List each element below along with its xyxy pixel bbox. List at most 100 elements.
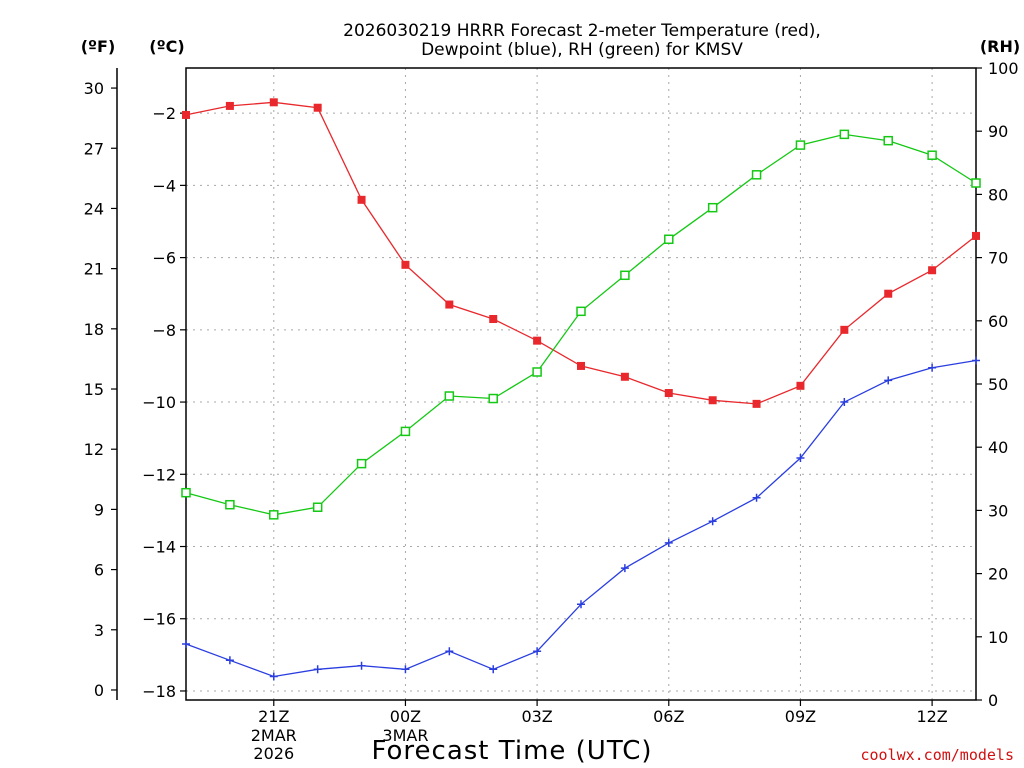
rh-point (356, 458, 367, 469)
fahrenheit-tick-label: 9 (94, 500, 104, 519)
celsius-tick-label: −16 (142, 610, 176, 629)
temperature-point (664, 389, 673, 398)
time-tick-label: 03Z (521, 707, 552, 726)
fahrenheit-tick-label: 12 (84, 440, 104, 459)
celsius-tick-label: −8 (152, 321, 176, 340)
dewpoint-line (185, 359, 977, 678)
temperature-point (796, 381, 805, 390)
time-tick-label: 06Z (653, 707, 684, 726)
time-tick-label: 00Z (390, 707, 421, 726)
dewpoint-point (225, 656, 234, 665)
celsius-tick-label: −10 (142, 393, 176, 412)
rh-point (225, 499, 235, 510)
dewpoint-point (752, 493, 761, 502)
rh-point (795, 140, 806, 150)
dewpoint-point (269, 672, 278, 681)
celsius-tick-label: −6 (152, 249, 176, 268)
series-layer (181, 98, 981, 681)
rh-tick-label: 70 (988, 249, 1008, 268)
rh-point (707, 202, 718, 213)
rh-point (971, 178, 981, 188)
rh-point (312, 502, 323, 512)
temperature-point (972, 231, 980, 240)
dewpoint-point (972, 356, 980, 365)
chart-title-line-2: Dewpoint (blue), RH (green) for KMSV (421, 40, 743, 60)
rh-point (269, 510, 279, 520)
dewpoint-point (489, 665, 498, 674)
rh-tick-label: 0 (988, 691, 998, 710)
temperature-point (269, 98, 278, 107)
dewpoint-series (182, 356, 980, 681)
celsius-tick-label: −18 (142, 682, 176, 701)
dewpoint-point (664, 538, 673, 547)
temperature-point (401, 260, 410, 269)
time-tick-label: 21Z (258, 707, 289, 726)
fahrenheit-tick-label: 27 (84, 139, 104, 158)
dewpoint-point (928, 363, 937, 372)
rh-point (664, 234, 674, 245)
time-tick-label: 09Z (785, 707, 816, 726)
dewpoint-point (533, 647, 542, 656)
rh-point (444, 391, 455, 401)
temperature-point (840, 325, 849, 334)
rh-point (751, 170, 762, 180)
rh-axis: 0 10 20 30 40 50 60 70 80 90 100 (976, 59, 1019, 710)
fahrenheit-unit-label: (ºF) (81, 37, 116, 56)
temperature-line (185, 101, 977, 405)
temperature-point (225, 101, 234, 110)
dewpoint-point (357, 661, 366, 670)
source-credit: coolwx.com/models (860, 746, 1014, 764)
celsius-tick-label: −2 (152, 104, 176, 123)
rh-point (927, 150, 937, 160)
temperature-series (182, 98, 980, 408)
dewpoint-point (401, 665, 410, 674)
celsius-axis: −18 −16 −14 −12 −10 −8 −6 −4 −2 (142, 104, 186, 701)
rh-series (181, 129, 981, 520)
rh-unit-label: (RH) (980, 37, 1020, 56)
temperature-point (489, 314, 498, 323)
temperature-point (708, 396, 717, 405)
temperature-point (620, 372, 629, 381)
rh-tick-label: 90 (988, 122, 1008, 141)
temperature-point (445, 300, 454, 309)
time-tick-date-label: 2026 (253, 744, 294, 763)
temperature-point (577, 361, 585, 370)
dewpoint-point (840, 398, 849, 407)
fahrenheit-tick-label: 0 (94, 681, 104, 700)
chart-title-line-1: 2026030219 HRRR Forecast 2-meter Tempera… (343, 21, 821, 41)
fahrenheit-tick-label: 18 (84, 320, 104, 339)
rh-tick-label: 100 (988, 59, 1019, 78)
temperature-point (533, 336, 542, 345)
fahrenheit-tick-label: 30 (84, 79, 104, 98)
celsius-tick-label: −4 (152, 176, 176, 195)
rh-point (488, 393, 498, 404)
dewpoint-point (620, 564, 629, 573)
rh-point (181, 487, 191, 498)
dewpoint-point (445, 647, 454, 656)
rh-tick-label: 30 (988, 501, 1008, 520)
rh-point (620, 270, 630, 281)
fahrenheit-axis: 0 3 6 9 12 15 18 21 24 27 30 (84, 79, 117, 700)
dewpoint-point (182, 640, 190, 649)
rh-tick-label: 40 (988, 438, 1008, 457)
rh-point (839, 129, 850, 140)
temperature-point (928, 266, 937, 275)
fahrenheit-tick-label: 15 (84, 380, 104, 399)
celsius-unit-label: (ºC) (149, 37, 184, 56)
time-tick-date-label: 3MAR (382, 726, 428, 745)
dewpoint-point (577, 600, 585, 609)
celsius-tick-label: −14 (142, 538, 176, 557)
rh-line (185, 133, 977, 516)
celsius-tick-label: −12 (142, 465, 176, 484)
fahrenheit-tick-label: 3 (94, 621, 104, 640)
x-axis-title: Forecast Time (UTC) (371, 736, 652, 766)
rh-point (532, 367, 542, 377)
rh-tick-label: 50 (988, 375, 1008, 394)
dewpoint-point (708, 517, 717, 526)
rh-tick-label: 60 (988, 312, 1008, 331)
dewpoint-point (796, 454, 805, 463)
rh-tick-label: 20 (988, 565, 1008, 584)
fahrenheit-tick-label: 24 (84, 199, 104, 218)
